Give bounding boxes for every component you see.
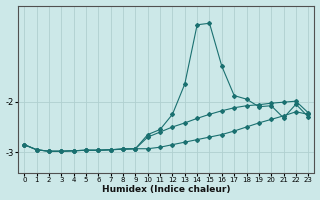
X-axis label: Humidex (Indice chaleur): Humidex (Indice chaleur) <box>102 185 230 194</box>
